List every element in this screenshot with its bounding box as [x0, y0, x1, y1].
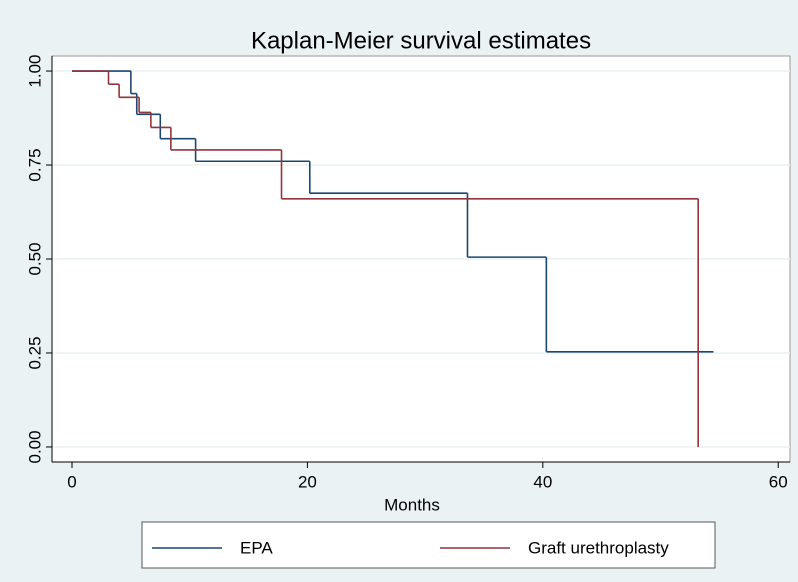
legend-label: EPA [240, 538, 273, 557]
x-axis-label: Months [384, 495, 440, 514]
x-tick-label: 40 [533, 472, 552, 491]
y-tick-label: 0.75 [25, 148, 44, 181]
y-tick-label: 0.25 [25, 336, 44, 369]
x-tick-label: 60 [769, 472, 788, 491]
x-tick-label: 0 [67, 472, 76, 491]
y-tick-label: 1.00 [25, 54, 44, 87]
y-tick-label: 0.00 [25, 430, 44, 463]
x-tick-label: 20 [298, 472, 317, 491]
legend-label: Graft urethroplasty [528, 538, 669, 557]
y-tick-label: 0.50 [25, 242, 44, 275]
legend [141, 521, 716, 569]
chart-title: Kaplan-Meier survival estimates [251, 27, 591, 54]
